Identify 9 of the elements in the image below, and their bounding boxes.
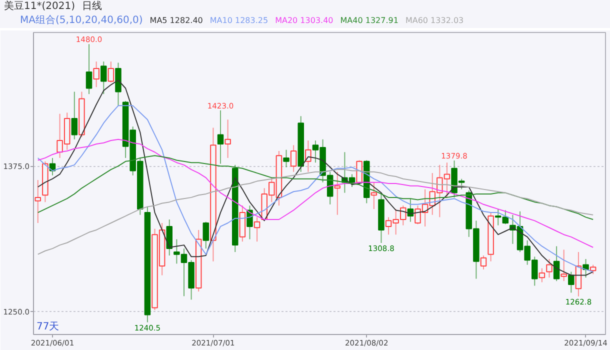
- text: MA5 1282.40: [150, 16, 203, 25]
- text: MA10 1283.25: [210, 16, 268, 25]
- text: MA20 1303.40: [275, 16, 334, 25]
- text: MA组合(5,10,20,40,60,0): [20, 15, 143, 26]
- text: MA40 1327.91: [340, 16, 398, 25]
- chart-subtitle: 日线: [82, 1, 102, 12]
- annotation: 77天: [36, 322, 60, 332]
- text: MA60 1332.03: [405, 16, 464, 25]
- chart-title: 美豆11*(2021): [4, 1, 75, 12]
